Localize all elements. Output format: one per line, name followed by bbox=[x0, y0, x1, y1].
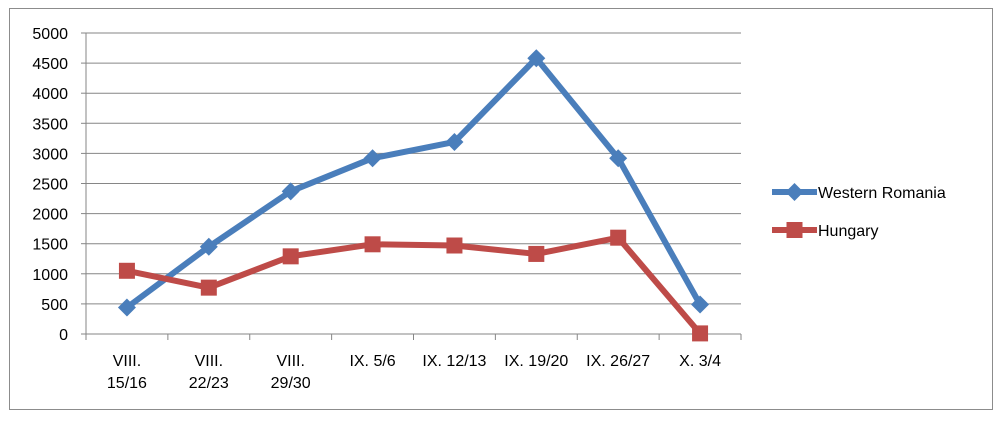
grid-lines bbox=[86, 32, 741, 305]
y-tick-label: 500 bbox=[41, 297, 68, 314]
y-tick-label: 3500 bbox=[32, 116, 68, 133]
data-point-hungary bbox=[446, 237, 463, 254]
data-point-western-romania bbox=[445, 132, 464, 151]
y-tick-label: 1500 bbox=[32, 237, 68, 254]
data-point-western-romania bbox=[117, 298, 136, 317]
data-point-hungary bbox=[364, 236, 381, 253]
x-tick-label: VIII. bbox=[113, 353, 141, 370]
data-point-western-romania bbox=[199, 237, 218, 256]
legend: Western Romania Hungary bbox=[772, 183, 946, 240]
x-tick-label: IX. 19/20 bbox=[504, 353, 568, 370]
series-line-hungary bbox=[123, 234, 704, 337]
x-tick-label: VIII. bbox=[276, 353, 304, 370]
y-tick-label: 2000 bbox=[32, 207, 68, 224]
x-tick-label: 15/16 bbox=[107, 375, 147, 392]
data-point-western-romania bbox=[691, 295, 710, 314]
x-tick-label: VIII. bbox=[195, 353, 223, 370]
data-point-western-romania bbox=[363, 149, 382, 168]
data-point-western-romania bbox=[527, 49, 546, 68]
legend-marker-hungary bbox=[786, 222, 803, 238]
axes bbox=[81, 32, 742, 340]
data-point-hungary bbox=[528, 245, 545, 262]
x-tick-label: IX. 26/27 bbox=[586, 353, 650, 370]
legend-label-hungary: Hungary bbox=[818, 223, 878, 240]
x-tick-label: 29/30 bbox=[271, 375, 311, 392]
x-tick-label: X. 3/4 bbox=[679, 353, 721, 370]
y-tick-labels: 0 500 1000 1500 2000 2500 3000 3500 4000 4500 5000 bbox=[32, 26, 68, 344]
y-tick-label: 5000 bbox=[32, 26, 68, 43]
x-tick-label: 22/23 bbox=[189, 375, 229, 392]
y-tick-label: 0 bbox=[59, 327, 68, 344]
data-point-western-romania bbox=[281, 182, 300, 201]
data-point-hungary bbox=[118, 262, 135, 279]
legend-marker-western-romania bbox=[785, 183, 804, 201]
y-tick-label: 4000 bbox=[32, 86, 68, 103]
data-point-hungary bbox=[200, 279, 217, 296]
x-tick-label: IX. 12/13 bbox=[422, 353, 486, 370]
data-point-hungary bbox=[692, 325, 709, 342]
chart-frame bbox=[9, 8, 993, 410]
x-tick-label: IX. 5/6 bbox=[349, 353, 395, 370]
x-tick-labels: VIII. 15/16 VIII. 22/23 VIII. 29/30 IX. 5/6 IX.… bbox=[107, 353, 721, 392]
y-tick-label: 4500 bbox=[32, 56, 68, 73]
data-point-hungary bbox=[610, 229, 627, 246]
y-tick-label: 1000 bbox=[32, 267, 68, 284]
data-point-western-romania bbox=[609, 149, 628, 168]
data-point-hungary bbox=[282, 248, 299, 265]
series-lines bbox=[117, 49, 710, 342]
series-line-western-romania bbox=[123, 55, 704, 311]
y-tick-label: 3000 bbox=[32, 146, 68, 163]
y-tick-label: 2500 bbox=[32, 177, 68, 194]
legend-label-western-romania: Western Romania bbox=[818, 185, 946, 202]
